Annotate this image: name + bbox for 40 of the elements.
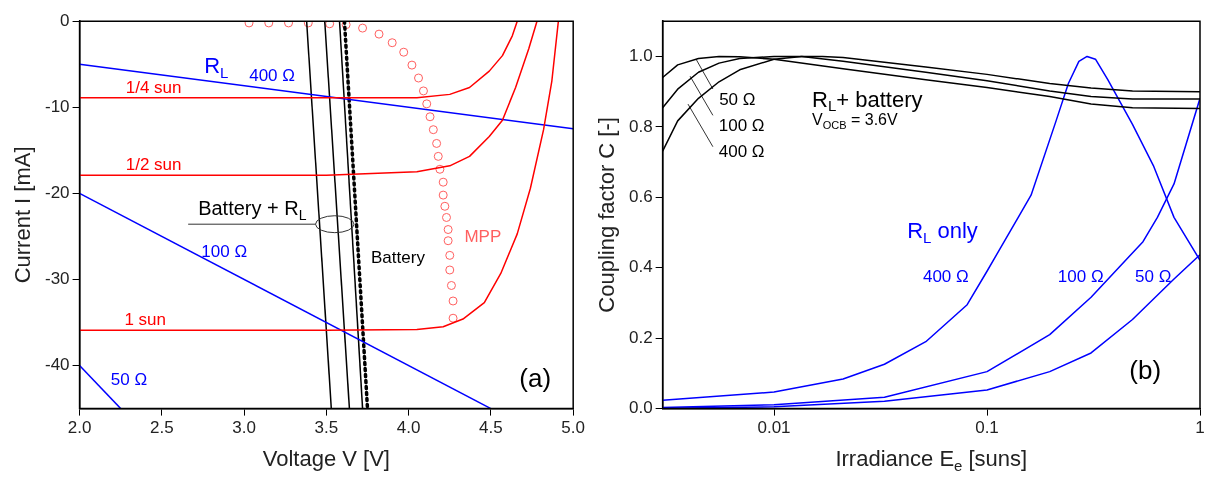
- y-tick-label: 0.2: [628, 327, 653, 347]
- text: 100 Ω: [718, 115, 765, 135]
- x-tick-label: 3.0: [232, 418, 256, 438]
- y-tick-label: -20: [44, 183, 70, 203]
- x-tick-label: 0.01: [757, 418, 791, 438]
- x-tick-label: 1: [1195, 418, 1205, 438]
- y-tick-label: 0.0: [628, 398, 653, 418]
- series-label: 100 Ω: [201, 241, 248, 261]
- series-label: 100 Ω: [1057, 266, 1104, 286]
- series-label: 1/2 sun: [125, 155, 182, 175]
- y-tick-label: 0.8: [628, 116, 653, 136]
- y-tick-label: -40: [44, 355, 70, 375]
- series-label: MPP: [464, 227, 502, 247]
- x-tick-label: 3.5: [314, 418, 339, 438]
- y-tick-label: 1.0: [628, 46, 653, 66]
- x-tick-label: 2.5: [150, 418, 174, 438]
- x-tick-label: 0.1: [975, 418, 999, 438]
- annotation: (a): [519, 363, 552, 394]
- y-tick-label: -10: [44, 96, 70, 116]
- series-label: 50 Ω: [110, 370, 148, 390]
- series-label: 400 Ω: [922, 266, 969, 286]
- y-axis-title: Current I [mA]: [10, 146, 36, 284]
- series-label: 50 Ω: [1135, 266, 1172, 286]
- legend-label: 50 Ω: [719, 90, 756, 110]
- y-tick-label: 0: [60, 10, 70, 30]
- annotation: (b): [1129, 354, 1162, 385]
- series-label: 1/4 sun: [125, 77, 182, 97]
- x-tick-label: 2.0: [67, 418, 92, 438]
- series-label: 400 Ω: [249, 65, 295, 85]
- y-tick-label: -30: [44, 269, 70, 289]
- text: 400 Ω: [718, 141, 765, 161]
- series-label: 1 sun: [124, 309, 167, 329]
- y-axis-title: Coupling factor C [-]: [594, 117, 620, 313]
- x-tick-label: 5.0: [561, 418, 585, 438]
- x-tick-label: 4.5: [479, 418, 503, 438]
- series-label: Battery: [371, 248, 426, 268]
- x-tick-label: 4.0: [396, 418, 421, 438]
- y-tick-label: 0.4: [628, 257, 653, 277]
- x-axis-title: Voltage V [V]: [262, 446, 390, 472]
- y-tick-label: 0.6: [628, 186, 653, 206]
